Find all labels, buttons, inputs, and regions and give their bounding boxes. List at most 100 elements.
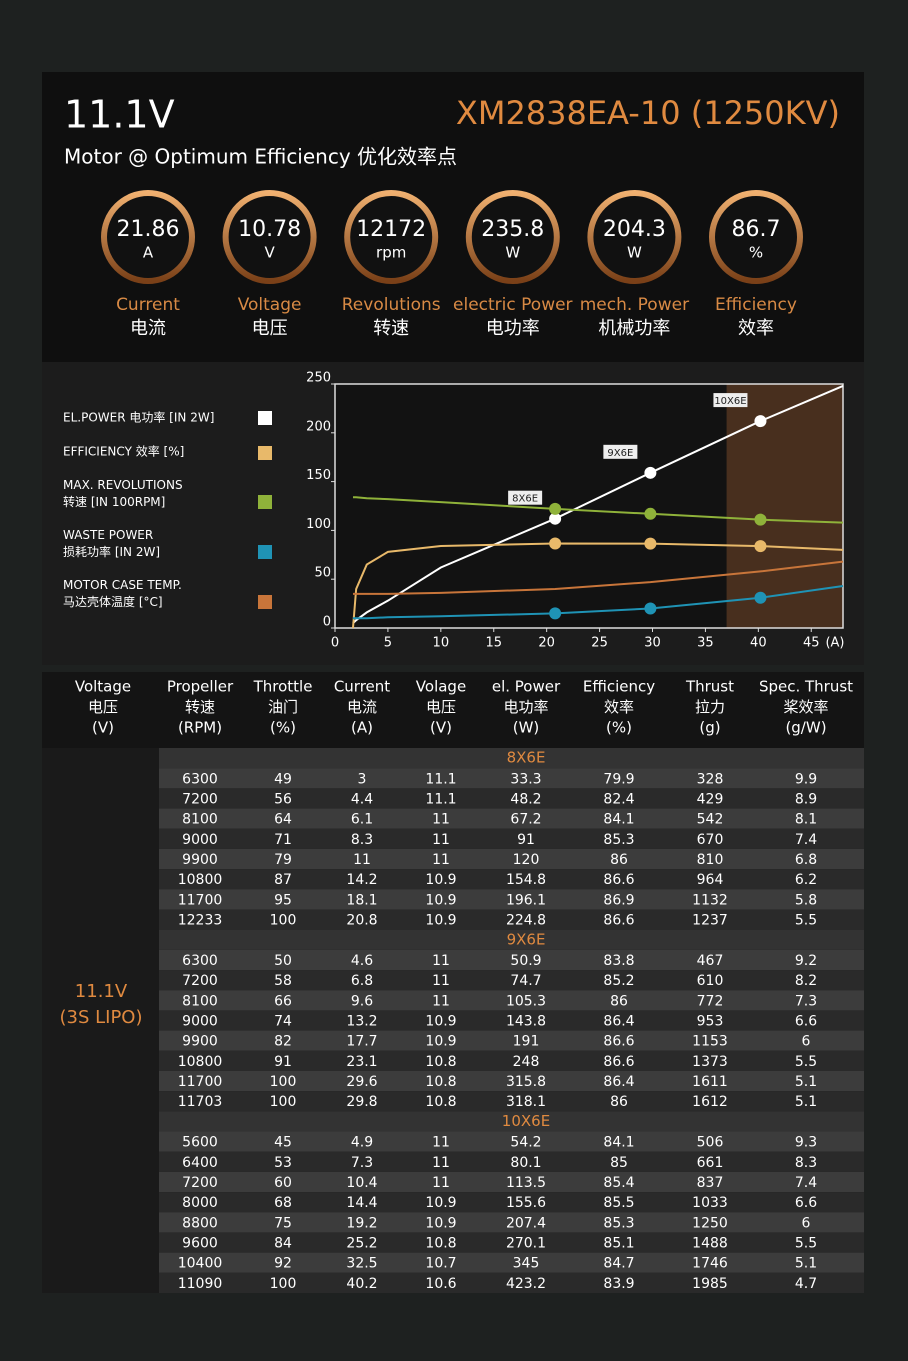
table-cell: 8000: [182, 1195, 218, 1211]
table-cell: 1746: [692, 1256, 728, 1272]
table-cell: 1612: [692, 1094, 728, 1110]
table-cell: 1250: [692, 1215, 728, 1231]
table-cell: 11.1: [425, 791, 456, 807]
column-header: (A): [351, 719, 373, 737]
table-cell: 5.1: [795, 1074, 817, 1090]
table-cell: 113.5: [506, 1175, 546, 1191]
table-cell: 9.2: [795, 953, 817, 969]
table-cell: 120: [513, 852, 540, 868]
table-cell: 328: [697, 771, 724, 787]
x-tick-label: 40: [750, 636, 767, 651]
table-cell: 86.6: [603, 872, 634, 888]
marker: [549, 512, 562, 525]
table-cell: 86.6: [603, 1034, 634, 1050]
table-row: [159, 768, 864, 789]
table-cell: 40.2: [346, 1276, 377, 1292]
table-cell: 74.7: [510, 973, 541, 989]
table-cell: 100: [270, 1276, 297, 1292]
table-cell: 610: [697, 973, 724, 989]
table-cell: 6300: [182, 771, 218, 787]
gauge-label: Revolutions: [342, 295, 441, 315]
gauge-label-zh: 电流: [130, 318, 166, 339]
table-row: [159, 1030, 864, 1051]
group-name: 10X6E: [502, 1112, 550, 1130]
table-row: [159, 889, 864, 910]
gauge-label-zh: 转速: [373, 318, 409, 339]
gauge-label-zh: 效率: [738, 318, 774, 339]
x-tick-label: 30: [644, 636, 661, 651]
legend-label: EL.POWER 电功率 [IN 2W]: [63, 410, 214, 425]
column-header: (%): [270, 719, 296, 737]
marker: [754, 540, 767, 553]
y-tick-label: 100: [306, 517, 331, 532]
table-cell: 82: [274, 1034, 292, 1050]
annotation: 9X6E: [607, 448, 633, 459]
column-header: (%): [606, 719, 632, 737]
table-row: [159, 828, 864, 849]
table-cell: 10800: [178, 872, 223, 888]
column-header: Throttle: [253, 678, 313, 696]
table-row: [159, 1131, 864, 1152]
series-line: [352, 496, 844, 524]
table-cell: 67.2: [510, 812, 541, 828]
table-cell: 45: [274, 1135, 292, 1151]
gauge-unit: W: [627, 244, 642, 262]
table-cell: 29.6: [346, 1074, 377, 1090]
group-row: [159, 929, 864, 950]
gauge-label: electric Power: [453, 295, 573, 315]
table-cell: 11: [432, 973, 450, 989]
table-cell: 953: [697, 1014, 724, 1030]
table-cell: 58: [274, 973, 292, 989]
column-header: 电功率: [503, 698, 548, 716]
table-cell: 10.4: [346, 1175, 377, 1191]
table-cell: 7200: [182, 791, 218, 807]
table-cell: 74: [274, 1014, 292, 1030]
table-cell: 85.3: [603, 832, 634, 848]
column-header: (V): [92, 719, 114, 737]
column-header: el. Power: [492, 678, 561, 696]
table-cell: 50.9: [510, 953, 541, 969]
legend-swatch: [258, 495, 272, 509]
table-cell: 56: [274, 791, 292, 807]
group-row: [159, 1111, 864, 1132]
gauge-unit: %: [749, 244, 763, 262]
gauge-ring: [587, 190, 682, 284]
table-cell: 20.8: [346, 913, 377, 929]
legend-label: MAX. REVOLUTIONS 转速 [IN 100RPM]: [63, 478, 183, 509]
legend-label: EFFICIENCY 效率 [%]: [63, 444, 184, 459]
table-cell: 670: [697, 832, 724, 848]
table-cell: 964: [697, 872, 724, 888]
table-cell: 11: [432, 1135, 450, 1151]
table-cell: 5.1: [795, 1094, 817, 1110]
table-cell: 11: [432, 953, 450, 969]
table-cell: 10.9: [425, 1195, 456, 1211]
table-cell: 542: [697, 812, 724, 828]
table-cell: 10.8: [425, 1074, 456, 1090]
table-cell: 86.6: [603, 913, 634, 929]
table-cell: 50: [274, 953, 292, 969]
table-cell: 270.1: [506, 1236, 546, 1252]
y-tick-label: 50: [314, 566, 331, 581]
table-cell: 64: [274, 812, 292, 828]
table-cell: 12233: [178, 913, 223, 929]
table-cell: 8100: [182, 812, 218, 828]
gauge-unit: W: [505, 244, 520, 262]
table-cell: 467: [697, 953, 724, 969]
table-cell: 85.5: [603, 1195, 634, 1211]
y-tick-label: 250: [306, 371, 331, 386]
y-tick-label: 200: [306, 419, 331, 434]
table-cell: 4.7: [795, 1276, 817, 1292]
table-cell: 11: [432, 1175, 450, 1191]
table-cell: 8.3: [351, 832, 373, 848]
table-cell: 100: [270, 1094, 297, 1110]
table-cell: 1611: [692, 1074, 728, 1090]
gauge-label: Voltage: [238, 295, 302, 315]
table-cell: 155.6: [506, 1195, 546, 1211]
table-row: [159, 1232, 864, 1253]
table-cell: 33.3: [510, 771, 541, 787]
table-cell: 9.6: [351, 993, 373, 1009]
table-row: [159, 990, 864, 1011]
table-cell: 11.1: [425, 771, 456, 787]
table-row: [159, 1010, 864, 1031]
table-row: [159, 1252, 864, 1273]
